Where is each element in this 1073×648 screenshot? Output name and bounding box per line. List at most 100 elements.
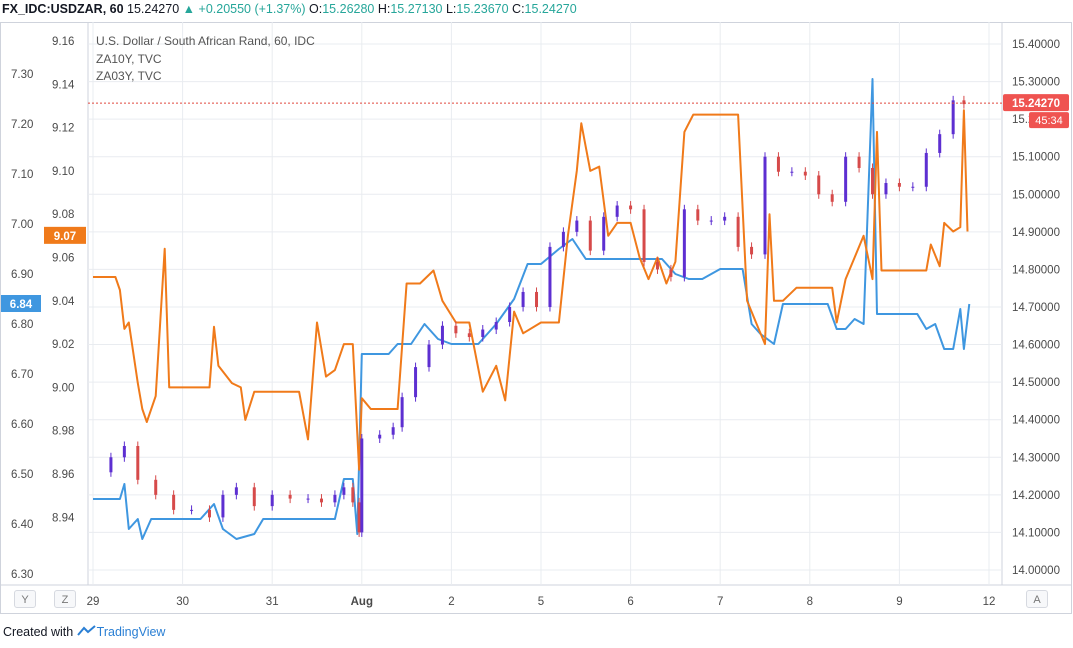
usdzar-tick-label: 14.70000 <box>1012 302 1060 314</box>
last-price: 15.24270 <box>127 2 180 16</box>
candle-body <box>494 322 498 330</box>
candle-body <box>897 183 901 187</box>
candle-body <box>655 261 659 270</box>
tradingview-link[interactable]: TradingView <box>96 625 166 639</box>
za10y-tick-label: 7.00 <box>11 219 33 231</box>
usdzar-tick-label: 14.50000 <box>1012 377 1060 389</box>
candle-body <box>962 100 966 105</box>
time-tick-label: 12 <box>983 596 996 608</box>
price-change: +0.20550 (+1.37%) <box>198 2 306 16</box>
za03y-tick-label: 9.14 <box>52 79 75 91</box>
candle-body <box>911 186 915 188</box>
za10y-series-line <box>93 78 971 540</box>
candle-body <box>190 509 194 511</box>
za10y-tick-label: 6.50 <box>11 469 33 481</box>
za03y-tick-label: 9.08 <box>52 209 74 221</box>
candle-body <box>763 156 767 255</box>
za10y-tick-label: 6.70 <box>11 369 33 381</box>
y-axis-button[interactable]: Y <box>14 590 36 608</box>
usdzar-tick-label: 14.60000 <box>1012 340 1060 352</box>
candle-body <box>440 325 444 345</box>
close-value: 15.24270 <box>524 2 577 16</box>
candle-body <box>535 291 539 307</box>
candle-body <box>521 291 525 307</box>
countdown-badge-text: 45:34 <box>1035 115 1063 127</box>
candle-body <box>378 434 382 439</box>
candle-body <box>844 156 848 202</box>
usdzar-last-badge <box>1003 94 1069 112</box>
usdzar-tick-label: 15.40000 <box>1012 39 1060 51</box>
candle-body <box>884 183 888 195</box>
usdzar-last-badge-text: 15.24270 <box>1012 98 1060 110</box>
candle-body <box>481 329 485 338</box>
open-label: O: <box>309 2 323 16</box>
candle-body <box>207 509 211 518</box>
high-value: 15.27130 <box>390 2 443 16</box>
candle-body <box>252 487 256 507</box>
candle-body <box>288 494 292 499</box>
candle-body <box>467 333 471 338</box>
za10y-tick-label: 7.30 <box>11 69 33 81</box>
za03y-last-badge <box>44 226 86 244</box>
candle-body <box>360 438 364 533</box>
symbol-name[interactable]: FX_IDC:USDZAR, 60 <box>2 2 124 16</box>
candle-body <box>830 194 834 202</box>
chart-frame <box>0 22 1072 614</box>
time-tick-label: 29 <box>87 596 100 608</box>
time-tick-label: Aug <box>351 596 373 608</box>
za03y-series-line <box>93 109 969 471</box>
za03y-tick-label: 9.04 <box>52 296 75 308</box>
za10y-tick-label: 6.40 <box>11 519 33 531</box>
legend-za03y[interactable]: ZA03Y, TVC <box>96 69 162 83</box>
candle-body <box>629 205 633 210</box>
usdzar-tick-label: 14.80000 <box>1012 264 1060 276</box>
candle-body <box>136 445 140 480</box>
candle-body <box>817 175 821 195</box>
candle-body <box>234 487 238 495</box>
usdzar-tick-label: 14.90000 <box>1012 227 1060 239</box>
legend-main[interactable]: U.S. Dollar / South African Rand, 60, ID… <box>96 34 315 48</box>
auto-scale-button[interactable]: A <box>1026 590 1048 608</box>
za03y-tick-label: 9.16 <box>52 36 74 48</box>
open-value: 15.26280 <box>322 2 375 16</box>
footer: Created with TradingView <box>3 625 165 639</box>
candle-body <box>924 152 928 187</box>
candle-body <box>342 487 346 495</box>
time-tick-label: 8 <box>807 596 813 608</box>
usdzar-tick-label: 15.00000 <box>1012 189 1060 201</box>
high-label: H: <box>377 2 391 16</box>
usdzar-tick-label: 14.20000 <box>1012 490 1060 502</box>
candle-body <box>270 494 274 507</box>
close-label: C: <box>512 2 525 16</box>
za10y-tick-label: 6.90 <box>11 269 33 281</box>
candle-body <box>508 306 512 323</box>
low-value: 15.23670 <box>456 2 509 16</box>
candle-body <box>575 220 579 232</box>
candle-body <box>871 167 875 195</box>
za10y-tick-label: 6.60 <box>11 419 33 431</box>
time-tick-label: 9 <box>896 596 902 608</box>
z-axis-button[interactable]: Z <box>54 590 76 608</box>
candle-body <box>750 246 754 255</box>
candle-body <box>109 457 113 473</box>
usdzar-tick-label: 14.40000 <box>1012 415 1060 427</box>
time-tick-label: 31 <box>266 596 279 608</box>
time-tick-label: 5 <box>538 596 544 608</box>
created-with-label: Created with <box>3 625 74 639</box>
za03y-tick-label: 8.96 <box>52 469 74 481</box>
za10y-tick-label: 6.80 <box>11 319 33 331</box>
candle-body <box>790 171 794 173</box>
candle-body <box>736 216 740 247</box>
candle-body <box>669 269 673 277</box>
candle-body <box>602 216 606 251</box>
low-label: L: <box>445 2 457 16</box>
candle-body <box>172 494 176 510</box>
za10y-tick-label: 6.30 <box>11 569 33 581</box>
za03y-last-badge-text: 9.07 <box>54 231 76 243</box>
candle-body <box>642 209 646 262</box>
candle-body <box>154 479 158 495</box>
candle-body <box>548 246 552 307</box>
za03y-tick-label: 9.02 <box>52 339 74 351</box>
legend-za10y[interactable]: ZA10Y, TVC <box>96 52 162 66</box>
